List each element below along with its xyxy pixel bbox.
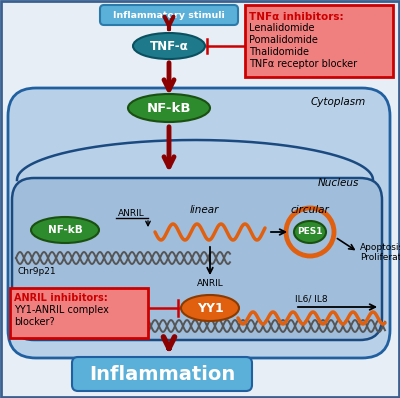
Bar bbox=[10, 288, 148, 338]
Text: Thalidomide: Thalidomide bbox=[249, 47, 309, 57]
Text: Inflammation: Inflammation bbox=[89, 365, 235, 384]
FancyBboxPatch shape bbox=[8, 88, 390, 358]
Text: NF-kB: NF-kB bbox=[48, 225, 82, 235]
Ellipse shape bbox=[128, 94, 210, 122]
FancyBboxPatch shape bbox=[12, 178, 382, 340]
Text: blocker?: blocker? bbox=[14, 317, 55, 327]
Text: Cytoplasm: Cytoplasm bbox=[310, 97, 366, 107]
Text: circular: circular bbox=[291, 205, 329, 215]
FancyBboxPatch shape bbox=[100, 5, 238, 25]
FancyBboxPatch shape bbox=[72, 357, 252, 391]
Text: ANRIL: ANRIL bbox=[197, 279, 223, 287]
Text: TNFα receptor blocker: TNFα receptor blocker bbox=[249, 59, 357, 69]
Text: NF-kB: NF-kB bbox=[147, 101, 191, 115]
Ellipse shape bbox=[133, 33, 205, 59]
Text: TNF-α: TNF-α bbox=[150, 39, 188, 53]
Text: Lenalidomide: Lenalidomide bbox=[249, 23, 314, 33]
Text: IL6/ IL8: IL6/ IL8 bbox=[295, 295, 328, 304]
Text: Nucleus: Nucleus bbox=[317, 178, 359, 188]
Text: Pomalidomide: Pomalidomide bbox=[249, 35, 318, 45]
Text: ANRIL inhibitors:: ANRIL inhibitors: bbox=[14, 293, 108, 303]
Text: Apoptosis: Apoptosis bbox=[360, 244, 400, 252]
Text: TNFα inhibitors:: TNFα inhibitors: bbox=[249, 12, 344, 22]
Text: linear: linear bbox=[189, 205, 219, 215]
Text: Inflammatory stimuli: Inflammatory stimuli bbox=[113, 12, 225, 21]
Text: YY1: YY1 bbox=[197, 302, 223, 314]
Text: Chr9p21: Chr9p21 bbox=[18, 267, 57, 277]
Text: PES1: PES1 bbox=[297, 228, 323, 236]
Bar bbox=[245, 5, 393, 77]
Text: ANRIL: ANRIL bbox=[118, 209, 145, 217]
Ellipse shape bbox=[31, 217, 99, 243]
Ellipse shape bbox=[181, 295, 239, 321]
Text: Proliferation: Proliferation bbox=[360, 254, 400, 263]
Ellipse shape bbox=[294, 221, 326, 243]
Text: YY1-ANRIL complex: YY1-ANRIL complex bbox=[14, 305, 109, 315]
